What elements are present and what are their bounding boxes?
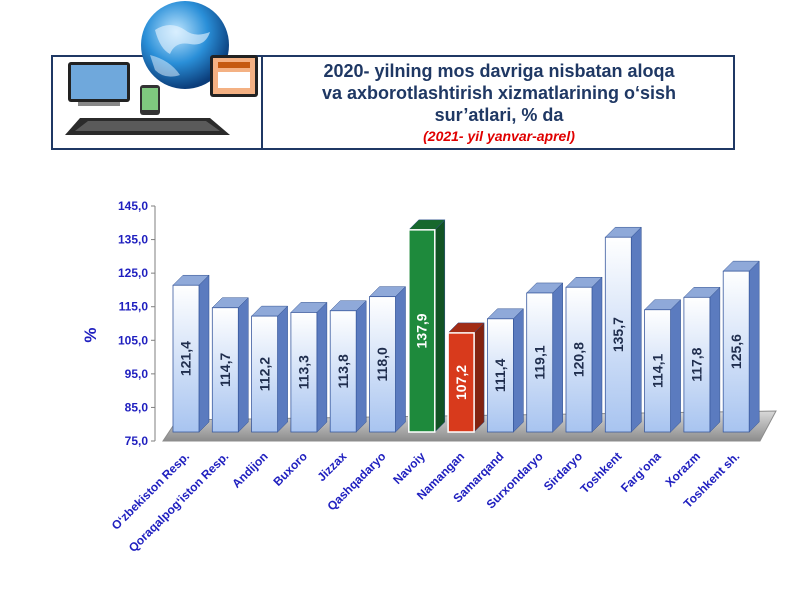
bar (526, 282, 564, 433)
x-category-label: Buxoro (270, 449, 310, 489)
bar-side (552, 282, 563, 433)
bar-value-label: 114,7 (217, 353, 233, 387)
bar-value-label: 117,8 (689, 347, 705, 381)
bar (211, 297, 249, 433)
bar-front (408, 229, 436, 433)
chart-subtitle: (2021- yil yanvar-aprel) (423, 128, 575, 144)
bar (486, 308, 525, 433)
bar (172, 274, 210, 433)
y-tick-label: 115,0 (119, 300, 149, 314)
bar-value-label: 113,8 (335, 354, 351, 388)
bar-front (644, 309, 671, 433)
bar-value-label: 111,4 (492, 358, 508, 392)
bar-value-label: 137,9 (414, 313, 430, 348)
x-category-label: Jizzax (314, 449, 349, 484)
bar (408, 219, 446, 433)
bar-side (238, 297, 249, 433)
bar-front (329, 310, 357, 433)
bar-side (198, 274, 210, 433)
bar-value-label: 113,3 (296, 355, 312, 389)
bar-value-label: 120,8 (571, 342, 587, 377)
header-divider (261, 55, 263, 150)
bar-front (604, 236, 632, 433)
y-tick-label: 85,0 (125, 400, 149, 414)
bar-side (316, 301, 328, 433)
bar (447, 322, 485, 433)
bar-front (565, 286, 593, 433)
bar (250, 305, 289, 433)
chart-title-line-2: va axborotlashtirish xizmatlarining o‘si… (321, 83, 677, 103)
bar-side (395, 286, 406, 433)
bar-value-label: 135,7 (610, 317, 626, 352)
bar (683, 286, 721, 433)
x-category-label: Andijon (229, 449, 270, 490)
bar (722, 260, 760, 433)
y-axis-label: % (81, 327, 100, 342)
bar-front (290, 312, 318, 433)
bar-value-label: 121,4 (178, 341, 194, 376)
bar-side (748, 260, 760, 433)
bar-value-label: 107,2 (453, 365, 469, 400)
bar-front (486, 318, 514, 433)
bar-side (670, 299, 681, 433)
chart-title-block: 2020- yilning mos davriga nisbatan aloqa… (263, 60, 735, 146)
bar-front (172, 284, 200, 433)
bar (604, 226, 642, 433)
bar-front (211, 307, 239, 433)
bar-side (513, 308, 524, 433)
computer-globe-illustration (65, 1, 258, 135)
bar-front (369, 296, 396, 433)
bar (565, 276, 603, 433)
x-category-label: Navoiy (390, 449, 428, 487)
bar-front (722, 270, 750, 433)
bar-front (251, 315, 279, 433)
y-tick-label: 105,0 (118, 333, 148, 347)
y-tick-label: 135,0 (118, 233, 148, 247)
chart-title-line-3: sur’atlari, % da (434, 105, 564, 125)
bar-value-label: 112,2 (256, 357, 272, 391)
bar-side (473, 322, 485, 433)
bar (643, 299, 682, 433)
bar-value-label: 119,1 (531, 345, 547, 379)
bar-value-label: 118,0 (374, 347, 390, 381)
bar-side (631, 226, 642, 433)
bar (290, 301, 328, 433)
x-category-label: Farg‘ona (618, 449, 664, 495)
chart-title-line-1: 2020- yilning mos davriga nisbatan aloqa (323, 61, 675, 81)
bar-front (526, 292, 554, 433)
bar-front (683, 296, 711, 433)
y-tick-label: 75,0 (125, 434, 149, 448)
bar-side (355, 300, 367, 433)
bar-side (709, 286, 721, 433)
y-tick-label: 95,0 (125, 367, 149, 381)
bar-front (447, 332, 475, 433)
bar-value-label: 114,1 (649, 354, 665, 388)
y-tick-label: 145,0 (118, 199, 148, 213)
bar (329, 300, 367, 433)
x-category-label: Toshkent (577, 449, 624, 496)
bar-value-label: 125,6 (728, 334, 744, 369)
bar (368, 286, 407, 433)
bar-side (591, 276, 603, 433)
bar-side (277, 305, 288, 433)
y-tick-label: 125,0 (118, 266, 148, 280)
bar-side (434, 219, 446, 433)
